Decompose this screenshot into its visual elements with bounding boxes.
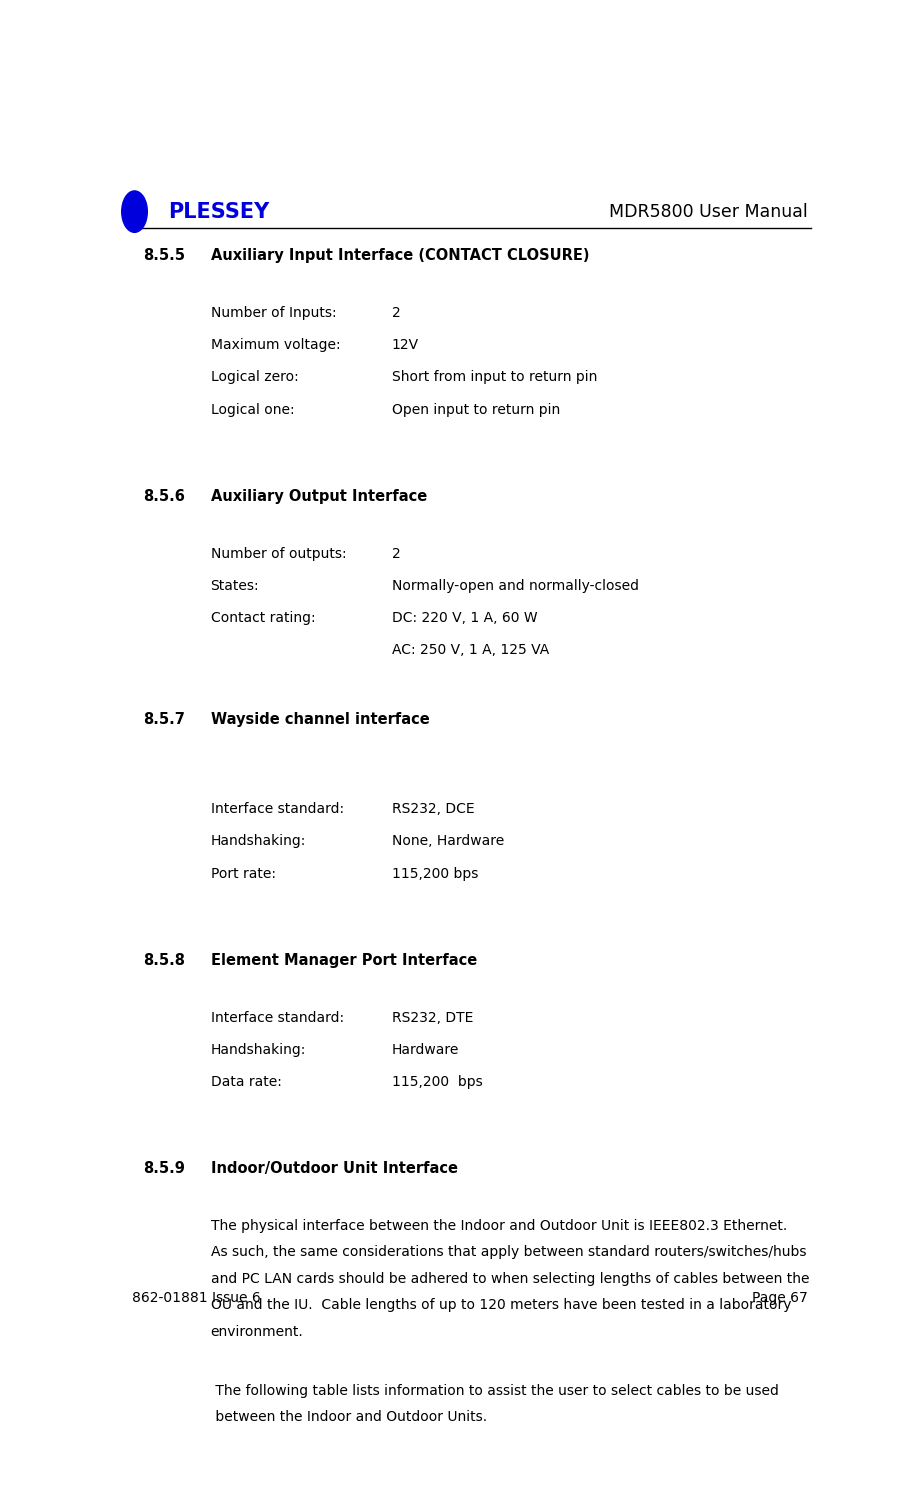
Text: 862-01881 Issue 6: 862-01881 Issue 6 [132,1292,261,1305]
Text: Handshaking:: Handshaking: [211,1044,306,1057]
Text: 2: 2 [392,547,401,561]
Text: MDR5800 User Manual: MDR5800 User Manual [609,203,808,221]
Text: Wayside channel interface: Wayside channel interface [211,713,429,728]
Text: PLESSEY: PLESSEY [168,202,270,221]
Text: None, Hardware: None, Hardware [392,834,504,848]
Text: 2: 2 [392,306,401,320]
Text: 115,200  bps: 115,200 bps [392,1075,482,1088]
Text: Open input to return pin: Open input to return pin [392,402,560,417]
Text: and PC LAN cards should be adhered to when selecting lengths of cables between t: and PC LAN cards should be adhered to wh… [211,1272,809,1286]
Text: Port rate:: Port rate: [211,867,276,881]
Text: Maximum voltage:: Maximum voltage: [211,338,340,353]
Text: DC: 220 V, 1 A, 60 W: DC: 220 V, 1 A, 60 W [392,611,537,625]
Text: The following table lists information to assist the user to select cables to be : The following table lists information to… [211,1383,779,1398]
Text: Short from input to return pin: Short from input to return pin [392,371,597,384]
Text: environment.: environment. [211,1325,304,1340]
Text: 115,200 bps: 115,200 bps [392,867,478,881]
Text: 8.5.9: 8.5.9 [143,1162,185,1177]
Text: Contact rating:: Contact rating: [211,611,315,625]
Text: Indoor/Outdoor Unit Interface: Indoor/Outdoor Unit Interface [211,1162,458,1177]
Text: Normally-open and normally-closed: Normally-open and normally-closed [392,579,639,594]
Text: Hardware: Hardware [392,1044,459,1057]
Text: Number of Inputs:: Number of Inputs: [211,306,337,320]
Text: Auxiliary Input Interface (CONTACT CLOSURE): Auxiliary Input Interface (CONTACT CLOSU… [211,248,589,263]
Text: 12V: 12V [392,338,419,353]
Text: 8.5.7: 8.5.7 [143,713,185,728]
Text: Interface standard:: Interface standard: [211,803,344,816]
Text: 8.5.8: 8.5.8 [143,952,185,967]
Text: Page 67: Page 67 [752,1292,808,1305]
Text: States:: States: [211,579,260,594]
Text: Logical zero:: Logical zero: [211,371,298,384]
Text: Auxiliary Output Interface: Auxiliary Output Interface [211,489,426,504]
Text: 8.5.6: 8.5.6 [143,489,185,504]
Text: OU and the IU.  Cable lengths of up to 120 meters have been tested in a laborato: OU and the IU. Cable lengths of up to 12… [211,1298,791,1313]
Text: AC: 250 V, 1 A, 125 VA: AC: 250 V, 1 A, 125 VA [392,643,549,658]
Text: Logical one:: Logical one: [211,402,294,417]
Text: The physical interface between the Indoor and Outdoor Unit is IEEE802.3 Ethernet: The physical interface between the Indoo… [211,1218,787,1233]
Text: between the Indoor and Outdoor Units.: between the Indoor and Outdoor Units. [211,1410,487,1423]
Text: RS232, DTE: RS232, DTE [392,1011,473,1024]
Text: RS232, DCE: RS232, DCE [392,803,474,816]
Text: Number of outputs:: Number of outputs: [211,547,347,561]
Circle shape [122,191,148,232]
Text: Handshaking:: Handshaking: [211,834,306,848]
Text: Data rate:: Data rate: [211,1075,282,1088]
Text: 8.5.5: 8.5.5 [143,248,185,263]
Text: As such, the same considerations that apply between standard routers/switches/hu: As such, the same considerations that ap… [211,1245,806,1259]
Text: Interface standard:: Interface standard: [211,1011,344,1024]
Text: Element Manager Port Interface: Element Manager Port Interface [211,952,477,967]
